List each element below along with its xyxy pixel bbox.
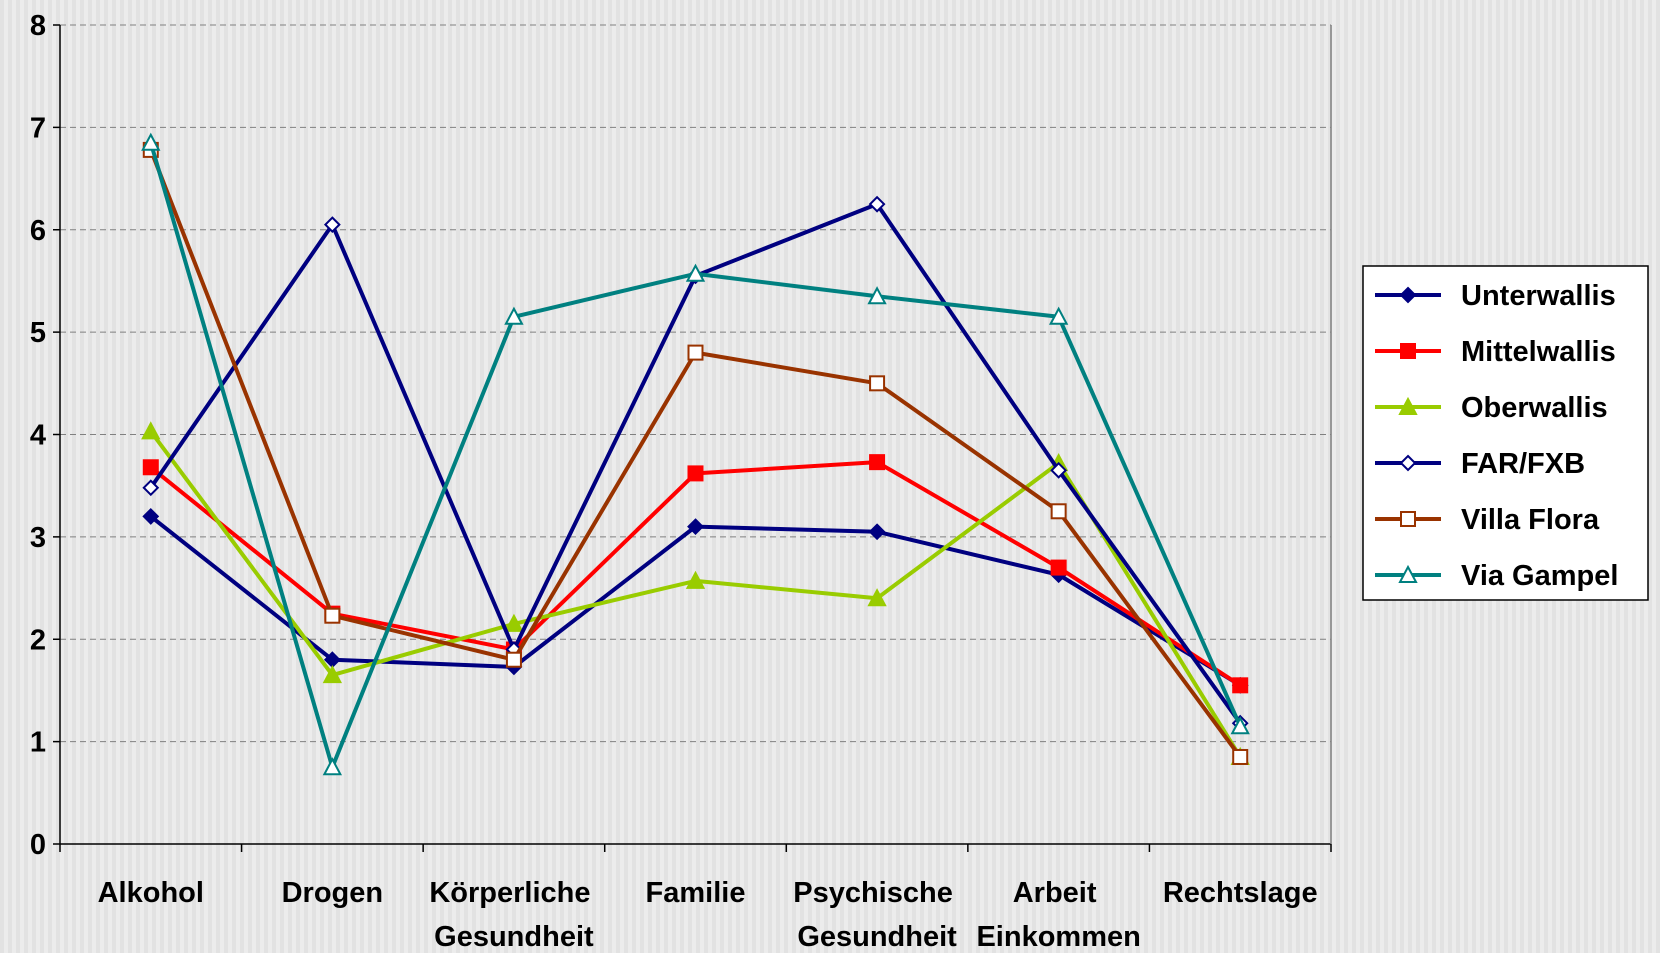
marker	[1398, 396, 1418, 415]
marker	[1399, 286, 1417, 304]
marker	[1398, 564, 1418, 583]
x-tick-label: Familie	[646, 877, 746, 909]
y-tick-label: 6	[30, 215, 46, 247]
marker	[322, 757, 343, 776]
marker	[687, 465, 704, 482]
marker	[142, 507, 160, 525]
y-tick-label: 2	[30, 624, 46, 656]
x-tick-label: Arbeit Einkommen	[976, 877, 1140, 953]
legend-label: FAR/FXB	[1461, 448, 1585, 480]
legend-label: Villa Flora	[1461, 504, 1600, 536]
marker	[1050, 503, 1067, 520]
marker	[685, 263, 706, 282]
marker	[687, 344, 704, 361]
marker	[1232, 677, 1249, 694]
marker	[142, 479, 160, 497]
marker	[868, 195, 886, 213]
legend-label: Via Gampel	[1461, 560, 1618, 592]
marker	[1400, 511, 1416, 527]
y-tick-label: 8	[30, 10, 46, 42]
marker	[324, 607, 341, 624]
x-tick-label: Alkohol	[98, 877, 204, 909]
marker	[504, 613, 524, 632]
y-tick-label: 7	[30, 112, 46, 144]
marker	[505, 651, 522, 668]
marker	[1048, 306, 1069, 325]
legend-label: Unterwallis	[1461, 280, 1616, 312]
marker	[1050, 559, 1067, 576]
marker	[687, 518, 704, 536]
legend-label: Mittelwallis	[1461, 336, 1616, 368]
y-tick-label: 5	[30, 317, 46, 349]
y-tick-label: 4	[30, 420, 46, 452]
marker	[1050, 461, 1068, 479]
legend-label: Oberwallis	[1461, 392, 1608, 424]
marker	[685, 570, 706, 589]
marker	[867, 286, 887, 305]
marker	[504, 306, 524, 325]
marker	[869, 375, 886, 392]
x-tick-label: Psychische Gesundheit	[793, 877, 961, 953]
y-tick-label: 0	[30, 829, 46, 861]
marker	[141, 421, 161, 440]
x-tick-label: Körperliche Gesundheit	[429, 877, 598, 953]
marker	[323, 216, 341, 234]
marker	[1400, 343, 1416, 359]
x-tick-label: Drogen	[282, 877, 384, 909]
y-tick-label: 3	[30, 522, 46, 554]
marker	[1232, 748, 1249, 765]
marker	[867, 588, 887, 607]
y-tick-label: 1	[30, 727, 46, 759]
marker	[141, 132, 161, 151]
marker	[1399, 454, 1417, 472]
marker	[142, 459, 159, 476]
marker	[868, 523, 886, 541]
marker	[869, 454, 886, 471]
x-tick-label: Rechtslage	[1163, 877, 1318, 909]
legend-box	[1362, 265, 1649, 601]
marker	[322, 664, 343, 684]
marker	[1230, 716, 1250, 735]
